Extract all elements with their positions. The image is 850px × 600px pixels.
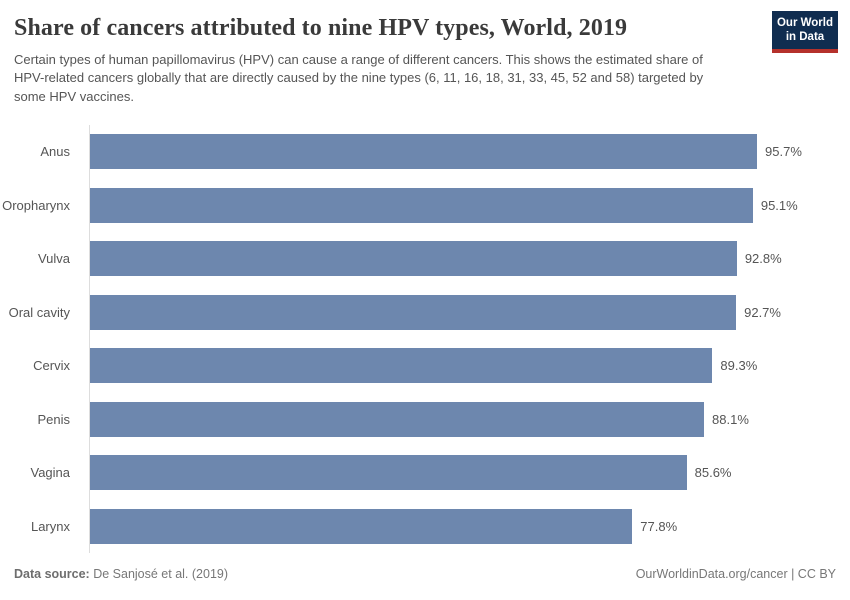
bar[interactable] — [90, 294, 737, 330]
data-source-label: Data source: — [14, 567, 90, 581]
bar[interactable] — [90, 508, 633, 544]
bar[interactable] — [90, 134, 758, 170]
value-label: 92.8% — [744, 251, 782, 267]
value-label: 92.7% — [744, 304, 781, 320]
chart-subtitle: Certain types of human papillomavirus (H… — [14, 52, 704, 104]
value-label: 85.6% — [694, 465, 732, 481]
category-label: Larynx — [30, 518, 70, 534]
bar-row: Oral cavity 92.7% — [0, 286, 850, 340]
value-label: 77.8% — [640, 518, 678, 534]
owid-logo-line1: Our World — [776, 17, 833, 29]
category-label: Vagina — [30, 465, 70, 481]
value-label: 88.1% — [712, 411, 749, 427]
value-label: 95.7% — [765, 144, 802, 160]
bar[interactable] — [90, 187, 753, 223]
category-label: Penis — [37, 411, 70, 427]
category-label: Oropharynx — [2, 197, 70, 213]
bar[interactable] — [90, 348, 713, 384]
data-source: Data source: De Sanjosé et al. (2019) — [14, 567, 228, 581]
bar-row: Vagina 85.6% — [0, 446, 850, 500]
bar-row: Vulva 92.8% — [0, 232, 850, 286]
chart-rows: Anus 95.7% Oropharynx 95.1% Vulva 92.8% Oral c… — [0, 125, 850, 553]
bar-row: Penis 88.1% — [0, 393, 850, 447]
chart-header: Share of cancers attributed to nine HPV … — [0, 0, 850, 106]
bar[interactable] — [90, 241, 737, 277]
owid-logo[interactable]: Our World in Data — [772, 11, 838, 53]
category-label: Oral cavity — [8, 304, 70, 320]
data-source-value: De Sanjosé et al. (2019) — [89, 567, 229, 581]
category-label: Vulva — [37, 251, 70, 267]
category-label: Anus — [40, 144, 70, 160]
value-label: 95.1% — [760, 197, 798, 213]
owid-logo-line2: in Data — [785, 31, 825, 44]
bar-row: Anus 95.7% — [0, 125, 850, 179]
chart-footer: Data source: De Sanjosé et al. (2019) Ou… — [14, 567, 836, 581]
bar-row: Larynx 77.8% — [0, 500, 850, 554]
chart-title: Share of cancers attributed to nine HPV … — [14, 15, 628, 41]
bar[interactable] — [90, 455, 687, 491]
bar-row: Oropharynx 95.1% — [0, 179, 850, 233]
bar-chart: Anus 95.7% Oropharynx 95.1% Vulva 92.8% Oral c… — [0, 125, 850, 553]
value-label: 89.3% — [720, 358, 758, 374]
bar[interactable] — [90, 401, 705, 437]
attribution[interactable]: OurWorldinData.org/cancer | CC BY — [635, 567, 836, 581]
y-axis-line — [89, 125, 90, 553]
bar-row: Cervix 89.3% — [0, 339, 850, 393]
category-label: Cervix — [33, 358, 70, 374]
